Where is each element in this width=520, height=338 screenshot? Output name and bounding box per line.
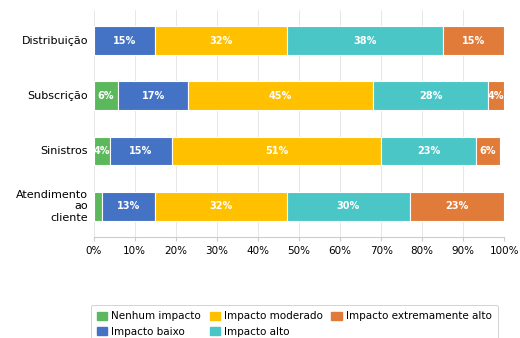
Text: 23%: 23% bbox=[417, 146, 440, 156]
Bar bbox=[373, 81, 488, 110]
Text: 32%: 32% bbox=[210, 201, 232, 211]
Text: 51%: 51% bbox=[265, 146, 288, 156]
Bar bbox=[155, 26, 287, 55]
Bar bbox=[443, 26, 504, 55]
Text: 6%: 6% bbox=[480, 146, 496, 156]
Bar bbox=[102, 192, 155, 221]
Text: 6%: 6% bbox=[98, 91, 114, 101]
Bar bbox=[94, 81, 118, 110]
Bar bbox=[110, 137, 172, 165]
Text: 4%: 4% bbox=[488, 91, 504, 101]
Bar bbox=[118, 81, 188, 110]
Legend: Nenhum impacto, Impacto baixo, Impacto moderado, Impacto alto, Impacto extremame: Nenhum impacto, Impacto baixo, Impacto m… bbox=[90, 305, 498, 338]
Text: 15%: 15% bbox=[113, 35, 136, 46]
Bar bbox=[188, 81, 373, 110]
Bar bbox=[410, 192, 504, 221]
Bar bbox=[172, 137, 381, 165]
Text: 28%: 28% bbox=[419, 91, 442, 101]
Bar bbox=[94, 137, 110, 165]
Text: 13%: 13% bbox=[117, 201, 140, 211]
Bar bbox=[287, 26, 443, 55]
Text: 15%: 15% bbox=[129, 146, 152, 156]
Text: 38%: 38% bbox=[353, 35, 376, 46]
Bar bbox=[381, 137, 476, 165]
Bar bbox=[476, 137, 500, 165]
Text: 23%: 23% bbox=[446, 201, 469, 211]
Text: 17%: 17% bbox=[141, 91, 165, 101]
Bar bbox=[94, 192, 102, 221]
Text: 4%: 4% bbox=[94, 146, 110, 156]
Text: 32%: 32% bbox=[210, 35, 232, 46]
Text: 15%: 15% bbox=[462, 35, 485, 46]
Bar bbox=[94, 26, 155, 55]
Text: 45%: 45% bbox=[269, 91, 292, 101]
Bar bbox=[155, 192, 287, 221]
Bar bbox=[488, 81, 504, 110]
Bar bbox=[287, 192, 410, 221]
Text: 30%: 30% bbox=[336, 201, 360, 211]
